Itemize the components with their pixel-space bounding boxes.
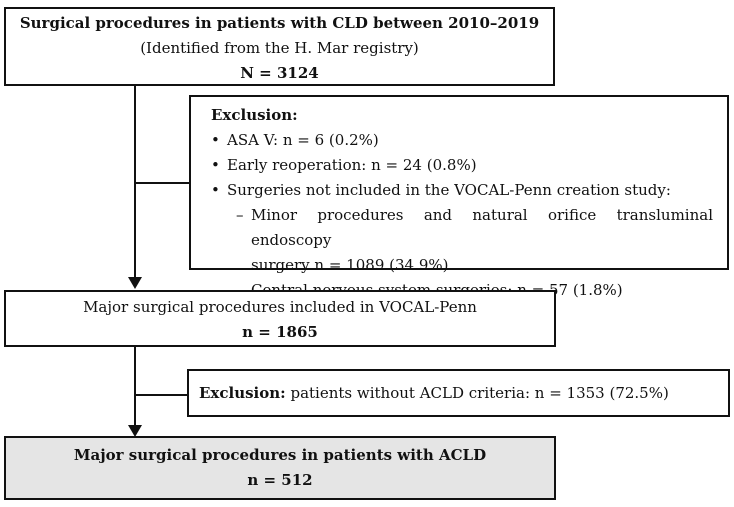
connector-line-middle-to-bottom: [134, 347, 136, 426]
box-vocal-penn-title: Major surgical procedures included in VO…: [83, 298, 477, 316]
box-cld-cohort-count: N = 3124: [240, 64, 319, 82]
dash-icon: –: [236, 206, 244, 224]
connector-line-to-exclusion2: [135, 394, 188, 396]
exclusion1-subitem-minor-line1: Minor procedures and natural orifice tra…: [251, 206, 713, 249]
exclusion2-label-bold: Exclusion:: [199, 383, 286, 402]
down-arrow-icon: [128, 425, 142, 437]
exclusion1-bullet-reoperation: • Early reoperation: n = 24 (0.8%): [201, 153, 713, 178]
connector-line-to-exclusion1: [135, 182, 190, 184]
exclusion2-label-rest: patients without ACLD criteria: n = 1353…: [285, 383, 669, 402]
box-acld-count: n = 512: [247, 471, 313, 489]
exclusion1-bullet-surgeries: • Surgeries not included in the VOCAL-Pe…: [201, 178, 713, 203]
exclusion1-bullet-asa: • ASA V: n = 6 (0.2%): [201, 128, 713, 153]
exclusion1-subitem-minor-line2: surgery n = 1089 (34.9%): [251, 256, 449, 274]
exclusion1-subitem-minor: – Minor procedures and natural orifice t…: [201, 203, 713, 278]
box-acld-title: Major surgical procedures in patients wi…: [73, 446, 487, 464]
box-exclusion-1: Exclusion: • ASA V: n = 6 (0.2%) • Early…: [189, 95, 729, 299]
exclusion1-bullet-reoperation-label: Early reoperation: n = 24 (0.8%): [227, 156, 477, 174]
box-cld-cohort-subtitle: (Identified from the H. Mar registry): [140, 39, 419, 57]
exclusion1-bullet-asa-label: ASA V: n = 6 (0.2%): [227, 131, 379, 149]
bullet-icon: •: [211, 131, 220, 149]
down-arrow-icon: [128, 277, 142, 289]
exclusion1-bullet-surgeries-label: Surgeries not included in the VOCAL-Penn…: [227, 181, 671, 199]
box-exclusion-2: Exclusion: patients without ACLD criteri…: [187, 369, 730, 417]
box-cld-cohort-title: Surgical procedures in patients with CLD…: [19, 14, 540, 32]
box-vocal-penn-count: n = 1865: [242, 323, 318, 341]
exclusion1-title: Exclusion:: [211, 106, 298, 124]
box-acld-cohort: Major surgical procedures in patients wi…: [4, 436, 556, 500]
box-cld-cohort: Surgical procedures in patients with CLD…: [4, 7, 555, 86]
box-vocal-penn-cohort: Major surgical procedures included in VO…: [4, 290, 556, 347]
exclusion2-label: Exclusion: patients without ACLD criteri…: [199, 381, 669, 406]
bullet-icon: •: [211, 181, 220, 199]
bullet-icon: •: [211, 156, 220, 174]
